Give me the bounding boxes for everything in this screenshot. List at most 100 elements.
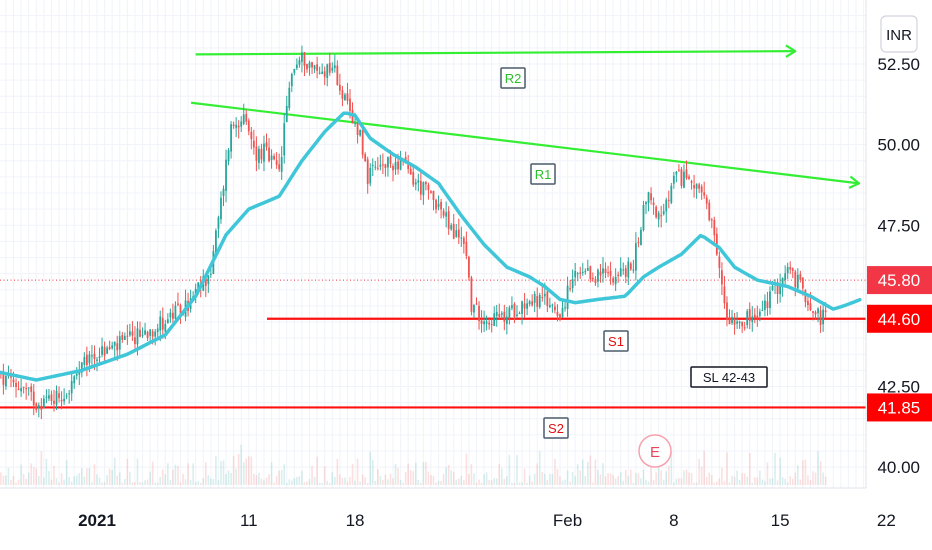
candle-body (546, 291, 549, 306)
candle-body (624, 268, 627, 277)
volume-bar (508, 455, 511, 485)
volume-bar (70, 481, 73, 485)
volume-bar (334, 476, 336, 485)
volume-bar (511, 482, 513, 485)
volume-bar (86, 468, 88, 485)
volume-bar (354, 481, 356, 485)
candle-body (571, 279, 574, 289)
volume-bar (48, 471, 50, 485)
volume-bar (614, 478, 617, 485)
volume-bar (184, 479, 187, 485)
candle-body (721, 270, 723, 285)
volume-bar (713, 482, 716, 485)
candle-body (412, 172, 415, 185)
candle-body (473, 304, 475, 313)
candle-body (695, 183, 698, 189)
volume-bar (17, 479, 20, 485)
candle-body (796, 274, 799, 289)
candle-body (505, 316, 508, 324)
candle-body (614, 276, 617, 285)
candle-body (791, 268, 794, 271)
volume-bar (255, 475, 258, 485)
candle-body (381, 164, 384, 166)
volume-bar (253, 473, 255, 485)
candle-body (554, 306, 556, 311)
candle-body (690, 181, 693, 183)
label-s1-box (603, 330, 629, 352)
volume-bar (741, 473, 743, 485)
volume-bar (265, 477, 268, 485)
candle-body (688, 176, 690, 179)
volume-bar (564, 479, 566, 485)
time-axis-ticks: 2021 11 18 Feb 8 15 22 (78, 511, 896, 530)
volume-bar (22, 473, 25, 485)
candle-body (693, 185, 695, 189)
volume-bar (326, 480, 329, 485)
volume-bar (475, 482, 478, 485)
candle-body (678, 169, 680, 171)
candle-body (387, 157, 389, 168)
volume-bar (126, 458, 129, 485)
price-axis[interactable]: 52.50 50.00 47.50 42.50 40.00 45.80 44.60 41.8… (865, 0, 932, 488)
label-stop-loss: SL 42-43 (690, 366, 768, 388)
volume-bar (412, 471, 415, 485)
candle-body (738, 321, 741, 324)
volume-bar (78, 473, 81, 485)
volume-bar (192, 463, 194, 485)
candle-body (824, 310, 827, 313)
volume-bar (210, 478, 212, 485)
date-tick-label: 11 (240, 511, 258, 530)
volume-bar (673, 482, 675, 485)
candle-body (308, 62, 311, 68)
candle-body (442, 210, 445, 216)
candle-body (344, 94, 346, 101)
volume-bar (235, 468, 237, 485)
volume-bar (366, 482, 369, 485)
volume-bar (273, 482, 275, 485)
time-axis[interactable]: 2021 11 18 Feb 8 15 22 (0, 487, 896, 530)
volume-bar (599, 474, 602, 485)
candle-body (536, 296, 539, 307)
volume-bar (361, 474, 364, 485)
price-axis-ticks: 52.50 50.00 47.50 42.50 40.00 (877, 55, 920, 477)
volume-bar (802, 460, 804, 485)
candle-body (726, 302, 728, 320)
candle-body (748, 309, 751, 321)
candle-body (161, 317, 164, 330)
candle-body (91, 355, 93, 357)
price-tick-label: 47.50 (877, 216, 920, 235)
candle-body (48, 395, 50, 399)
candle-body (123, 336, 126, 340)
volume-bar (341, 477, 344, 485)
volume-bar (344, 477, 346, 485)
volume-bar (700, 466, 703, 485)
candle-body (298, 60, 301, 65)
volume-bar (432, 476, 435, 485)
candle-body (93, 353, 96, 360)
label-s1: S1 (603, 330, 629, 352)
candle-body (574, 270, 577, 278)
volume-bar (670, 450, 673, 485)
volume-bar (786, 482, 789, 485)
candle-body (285, 105, 288, 123)
candle-body (174, 305, 177, 319)
volume-bar (513, 482, 516, 485)
volume-bar (248, 456, 250, 485)
volume-bar (779, 457, 781, 485)
candle-body (619, 268, 622, 277)
volume-bar (359, 481, 361, 485)
volume-bar (174, 464, 177, 485)
volume-bar (227, 470, 230, 485)
volume-bar (27, 472, 30, 485)
candle-body (781, 277, 784, 287)
candle-body (683, 171, 685, 188)
volume-bar (240, 444, 243, 485)
volume-bar (728, 482, 731, 485)
volume-bar (493, 478, 496, 485)
volume-bar (642, 469, 645, 485)
currency-button[interactable] (880, 15, 918, 53)
volume-bar (804, 459, 807, 485)
candle-body (609, 270, 612, 276)
volume-bar (121, 482, 124, 485)
